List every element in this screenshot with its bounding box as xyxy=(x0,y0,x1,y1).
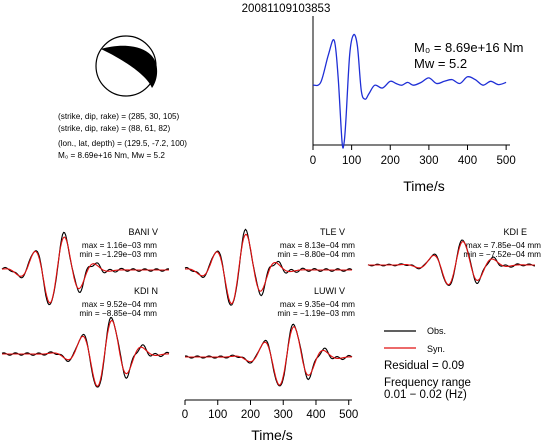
station-observed-trace xyxy=(367,239,536,286)
station-name: LUWI V xyxy=(314,286,345,296)
legend-frequency-title: Frequency range xyxy=(384,377,471,389)
legend-frequency-range: 0.01 − 0.02 (Hz) xyxy=(384,389,467,401)
stf-tick-label: 200 xyxy=(381,155,400,167)
legend-obs-label: Obs. xyxy=(427,326,446,336)
legend-residual: Residual = 0.09 xyxy=(384,360,464,372)
station-min: min = −8.85e−04 mm xyxy=(79,309,157,318)
bottom-tick-label: 300 xyxy=(274,409,293,421)
station-observed-trace xyxy=(1,317,170,388)
bottom-tick-label: 0 xyxy=(182,409,188,421)
bottom-tick-label: 500 xyxy=(339,409,358,421)
stf-tick-label: 500 xyxy=(497,155,516,167)
station-max: max = 1.16e−03 mm xyxy=(82,241,157,250)
figure-title: 20081109103853 xyxy=(242,3,331,15)
stf-tick-label: 300 xyxy=(419,155,438,167)
bottom-xlabel: Time/s xyxy=(251,427,292,443)
stf-tick-label: 0 xyxy=(310,155,316,167)
station-synthetic-trace xyxy=(185,326,352,386)
station-min: min = −1.19e−03 mm xyxy=(277,309,355,318)
station-name: KDI E xyxy=(503,227,527,237)
stf-tick-label: 100 xyxy=(342,155,361,167)
mechanism-plane-2: (strike, dip, rake) = (88, 61, 82) xyxy=(58,124,170,133)
stf-ticks: 0 100 200 300 400 500 xyxy=(310,145,516,167)
station-min: min = −8.80e−04 mm xyxy=(277,250,355,259)
station-name: KDI N xyxy=(134,286,158,296)
stf-panel: 0 100 200 300 400 500 Time/s M₀ = 8.69e+16 Nm… xyxy=(310,16,523,194)
bottom-tick-label: 400 xyxy=(306,409,325,421)
stf-xlabel: Time/s xyxy=(403,178,444,194)
legend-syn-label: Syn. xyxy=(427,344,445,354)
focal-mechanism-beachball xyxy=(95,35,158,97)
station-max: max = 9.52e−04 mm xyxy=(82,300,157,309)
station-min: min = −1.29e−03 mm xyxy=(79,250,157,259)
stf-m0-label: M₀ = 8.69e+16 Nm xyxy=(414,40,523,55)
bottom-ticks: 0 100 200 300 400 500 xyxy=(182,400,358,421)
legend: Obs. Syn. Residual = 0.09 Frequency rang… xyxy=(384,326,471,401)
bottom-time-axis: 0 100 200 300 400 500 Time/s xyxy=(182,399,358,443)
station-synthetic-trace xyxy=(2,319,170,387)
station-synthetic-trace xyxy=(368,240,535,286)
mechanism-plane-1: (strike, dip, rake) = (285, 30, 105) xyxy=(58,112,180,121)
stf-tick-label: 400 xyxy=(458,155,477,167)
mechanism-location: (lon., lat, depth) = (129.5, -7.2, 100) xyxy=(58,139,187,148)
beachball-compressional-quadrant xyxy=(101,45,158,88)
station-min: min = −7.52e−04 mm xyxy=(463,250,541,259)
station-synthetic-trace xyxy=(1,236,169,304)
station-max: max = 9.35e−04 mm xyxy=(280,300,355,309)
stf-series-line xyxy=(312,33,507,149)
station-max: max = 8.13e−04 mm xyxy=(280,241,355,250)
mechanism-moment: M₀ = 8.69e+16 Nm, Mw = 5.2 xyxy=(58,151,165,160)
stf-mw-label: Mw = 5.2 xyxy=(414,56,467,71)
station-name: TLE V xyxy=(320,227,345,237)
station-max: max = 7.85e−04 mm xyxy=(466,241,541,250)
station-observed-trace xyxy=(184,323,353,387)
station-name: BANI V xyxy=(128,227,158,237)
bottom-tick-label: 100 xyxy=(208,409,227,421)
station-synthetic-trace xyxy=(184,233,352,305)
bottom-tick-label: 200 xyxy=(241,409,260,421)
